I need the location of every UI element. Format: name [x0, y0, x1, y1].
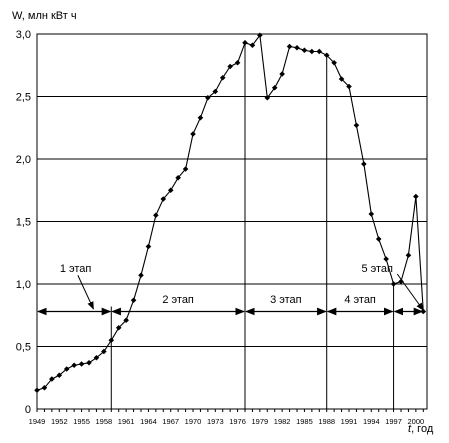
data-point: [197, 114, 204, 121]
x-tick-label: 1994: [363, 417, 380, 426]
data-point: [182, 166, 189, 172]
y-tick-label: 1,0: [16, 279, 31, 291]
data-point: [175, 174, 181, 181]
x-tick-label: 1967: [162, 417, 179, 426]
data-point: [145, 243, 152, 250]
y-tick-label: 3,0: [16, 29, 31, 41]
data-point: [271, 84, 278, 91]
data-point: [212, 88, 219, 95]
data-point: [264, 94, 271, 101]
y-tick-label: 2,0: [16, 154, 31, 166]
data-point: [375, 236, 382, 242]
x-tick-label: 1955: [73, 417, 90, 426]
x-tick-label: 1964: [140, 417, 157, 426]
data-point: [167, 187, 174, 194]
x-tick-label: 2000: [408, 417, 425, 426]
data-point: [309, 48, 315, 55]
x-axis-unit: , год: [411, 423, 434, 435]
stage-label: 5 этап: [361, 263, 393, 275]
stage1-pointer-arrow: [77, 275, 94, 310]
x-tick-label: 1949: [29, 417, 46, 426]
x-tick-label: 1979: [252, 417, 269, 426]
data-point: [41, 384, 48, 391]
data-point: [420, 308, 427, 315]
data-point: [301, 47, 308, 54]
x-tick-label: 1985: [296, 417, 313, 426]
data-point: [56, 372, 63, 379]
series-line: [36, 33, 424, 391]
x-axis-symbol: t: [408, 423, 412, 435]
data-point: [368, 211, 375, 217]
x-tick-label: 1997: [385, 417, 402, 426]
data-point: [279, 71, 285, 77]
data-point: [108, 337, 115, 344]
data-point: [78, 361, 85, 367]
x-tick-label: 1958: [96, 417, 113, 426]
stage-label: 4 этап: [344, 294, 376, 306]
x-tick-label: 1961: [118, 417, 135, 426]
data-point: [323, 52, 330, 59]
stage-label: 2 этап: [162, 294, 194, 306]
y-tick-label: 1,5: [16, 217, 31, 229]
stage-label: 1 этап: [60, 263, 92, 275]
y-axis-title: W, млн кВт ч: [12, 10, 77, 22]
y-tick-label: 0: [25, 404, 31, 416]
data-point: [390, 281, 397, 287]
data-point: [286, 43, 293, 50]
data-point: [130, 297, 137, 304]
y-tick-label: 2,5: [16, 92, 31, 104]
x-tick-label: 1970: [185, 417, 202, 426]
x-tick-label: 1991: [341, 417, 358, 426]
data-point: [219, 74, 226, 81]
y-tick-label: 0,5: [16, 342, 31, 354]
x-tick-label: 1988: [318, 417, 335, 426]
data-point: [346, 83, 352, 90]
x-tick-label: 1976: [229, 417, 246, 426]
data-point: [190, 131, 196, 137]
data-point: [257, 32, 263, 39]
data-point: [93, 354, 100, 361]
data-point: [294, 44, 300, 51]
data-point: [71, 362, 77, 369]
data-point: [115, 324, 122, 331]
data-point: [86, 359, 92, 366]
x-tick-label: 1952: [51, 417, 68, 426]
data-point: [353, 122, 360, 129]
data-point: [242, 39, 248, 46]
data-point: [63, 366, 70, 372]
data-point: [34, 387, 40, 394]
data-point: [138, 272, 144, 279]
x-tick-label: 1973: [207, 417, 224, 426]
data-point: [49, 376, 55, 382]
data-point: [101, 348, 107, 355]
x-axis-title: t, год: [408, 423, 433, 435]
data-point: [234, 59, 241, 66]
data-point: [331, 59, 337, 66]
data-point: [383, 256, 389, 262]
data-point: [361, 161, 367, 167]
data-point: [249, 42, 256, 49]
data-point: [153, 212, 159, 219]
data-point: [316, 48, 323, 55]
data-point: [227, 63, 233, 70]
data-point: [338, 76, 345, 82]
stage-label: 3 этап: [270, 294, 302, 306]
data-point: [160, 196, 167, 202]
data-point: [413, 193, 419, 200]
x-tick-label: 1982: [274, 417, 291, 426]
data-point: [123, 317, 129, 324]
data-point: [398, 278, 404, 285]
data-point: [405, 252, 412, 259]
plot-frame: [36, 33, 428, 410]
data-point: [205, 94, 211, 101]
